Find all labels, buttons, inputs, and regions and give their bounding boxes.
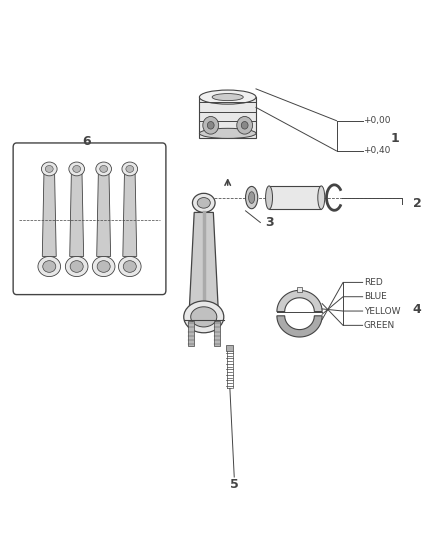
Text: 2: 2 — [413, 197, 421, 211]
Ellipse shape — [237, 117, 253, 134]
Ellipse shape — [241, 122, 248, 129]
Text: 6: 6 — [82, 135, 91, 148]
Polygon shape — [97, 168, 111, 256]
Polygon shape — [277, 316, 322, 337]
Ellipse shape — [207, 122, 214, 129]
Text: YELLOW: YELLOW — [364, 306, 400, 316]
Ellipse shape — [126, 165, 134, 172]
Ellipse shape — [65, 256, 88, 277]
Polygon shape — [277, 290, 322, 312]
Ellipse shape — [199, 128, 256, 139]
Text: RED: RED — [364, 278, 383, 287]
Ellipse shape — [70, 261, 83, 272]
Text: 3: 3 — [265, 216, 273, 229]
Ellipse shape — [246, 187, 258, 209]
Ellipse shape — [212, 94, 243, 101]
Ellipse shape — [69, 162, 85, 176]
Bar — [269, 186, 321, 209]
Ellipse shape — [197, 198, 210, 208]
Polygon shape — [42, 168, 56, 256]
Text: BLUE: BLUE — [364, 292, 387, 301]
Text: +0,40: +0,40 — [364, 147, 391, 156]
Polygon shape — [123, 168, 137, 256]
Ellipse shape — [118, 256, 141, 277]
Text: 4: 4 — [413, 303, 421, 317]
Polygon shape — [189, 213, 218, 308]
Bar — [187, 320, 194, 346]
Text: 5: 5 — [230, 479, 239, 491]
Ellipse shape — [122, 162, 138, 176]
Ellipse shape — [265, 186, 272, 209]
FancyBboxPatch shape — [13, 143, 166, 295]
Ellipse shape — [73, 165, 81, 172]
Ellipse shape — [96, 162, 112, 176]
Text: +0,00: +0,00 — [364, 116, 391, 125]
Bar — [199, 97, 256, 139]
Ellipse shape — [199, 90, 256, 104]
Polygon shape — [70, 168, 84, 256]
Ellipse shape — [92, 256, 115, 277]
Ellipse shape — [46, 165, 53, 172]
Ellipse shape — [192, 193, 215, 213]
Ellipse shape — [43, 261, 56, 272]
Ellipse shape — [123, 261, 136, 272]
Bar — [226, 345, 233, 351]
Ellipse shape — [184, 301, 224, 333]
Ellipse shape — [249, 192, 254, 204]
Text: GREEN: GREEN — [364, 321, 395, 330]
Ellipse shape — [42, 162, 57, 176]
Bar — [297, 287, 302, 292]
Ellipse shape — [191, 307, 217, 327]
Bar — [214, 320, 220, 346]
Ellipse shape — [38, 256, 60, 277]
Ellipse shape — [100, 165, 108, 172]
Text: 1: 1 — [391, 132, 399, 144]
Ellipse shape — [318, 186, 325, 209]
Ellipse shape — [203, 117, 219, 134]
Ellipse shape — [97, 261, 110, 272]
